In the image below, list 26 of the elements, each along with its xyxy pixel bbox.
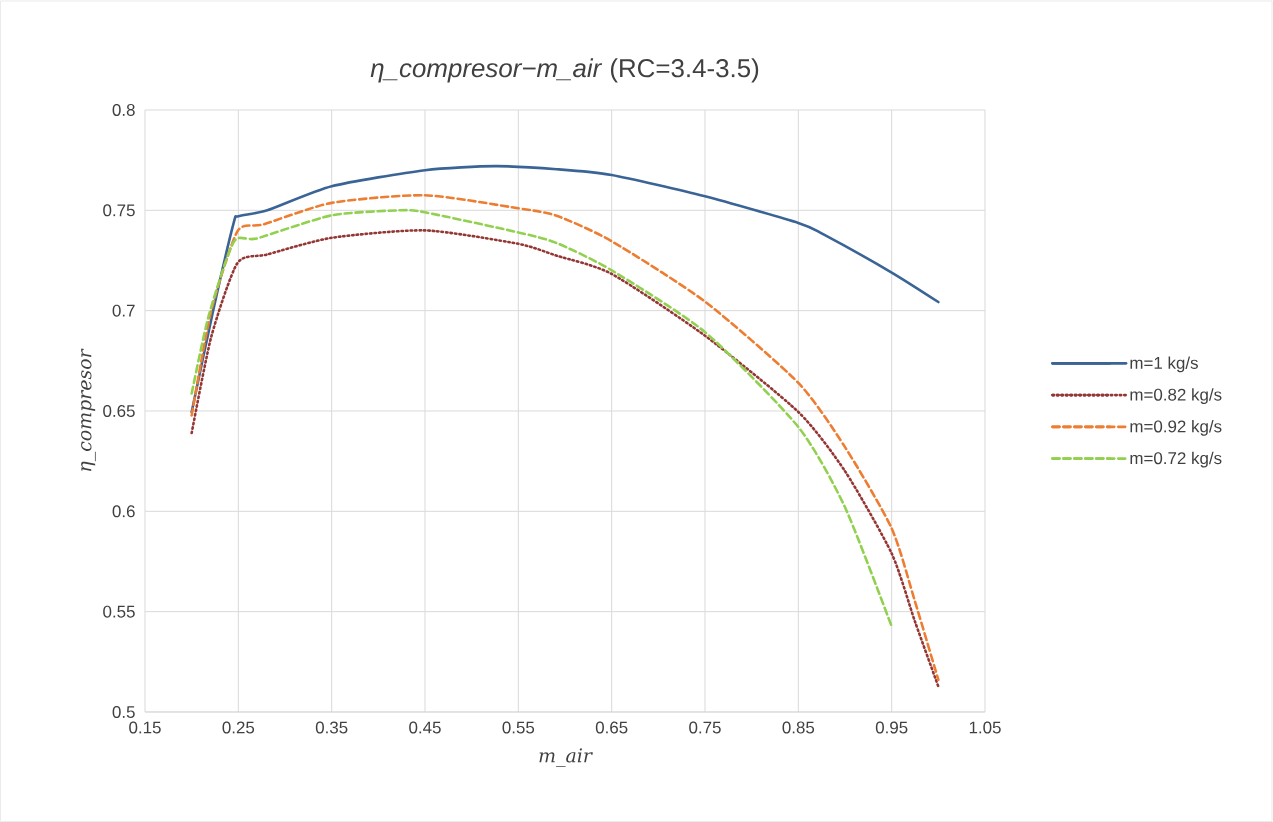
x-tick-label: 0.65 bbox=[595, 721, 628, 734]
line-series bbox=[190, 208, 893, 628]
x-tick-label: 0.85 bbox=[782, 721, 815, 734]
y-tick-label: 0.5 bbox=[112, 705, 135, 718]
x-tick-label: 0.55 bbox=[502, 721, 535, 734]
legend-label: m=1 kg/s bbox=[1130, 356, 1198, 373]
x-tick-label: 0.75 bbox=[689, 721, 721, 734]
x-tick-label: 0.35 bbox=[315, 721, 348, 734]
x-axis-title: m_air bbox=[539, 748, 593, 767]
line-series bbox=[190, 164, 940, 414]
y-tick-label: 0.55 bbox=[103, 605, 135, 618]
y-tick-label: 0.6 bbox=[112, 505, 135, 518]
chart-title: η_compresor−m_air (RC=3.4-3.5) bbox=[370, 58, 759, 83]
y-tick-label: 0.65 bbox=[103, 404, 135, 417]
y-tick-label: 0.75 bbox=[103, 204, 135, 217]
x-tick-label: 1.05 bbox=[969, 721, 1001, 734]
y-axis-title: η_compresor bbox=[81, 348, 96, 471]
legend-label: m=0.82 kg/s bbox=[1130, 388, 1222, 405]
x-tick-label: 0.15 bbox=[129, 721, 161, 734]
x-tick-label: 0.45 bbox=[409, 721, 441, 734]
y-tick-label: 0.7 bbox=[112, 304, 135, 317]
x-tick-label: 0.95 bbox=[875, 721, 908, 734]
y-tick-label: 0.8 bbox=[112, 103, 135, 116]
x-tick-label: 0.25 bbox=[222, 721, 255, 734]
legend-label: m=0.72 kg/s bbox=[1130, 451, 1222, 468]
legend-label: m=0.92 kg/s bbox=[1130, 419, 1222, 436]
